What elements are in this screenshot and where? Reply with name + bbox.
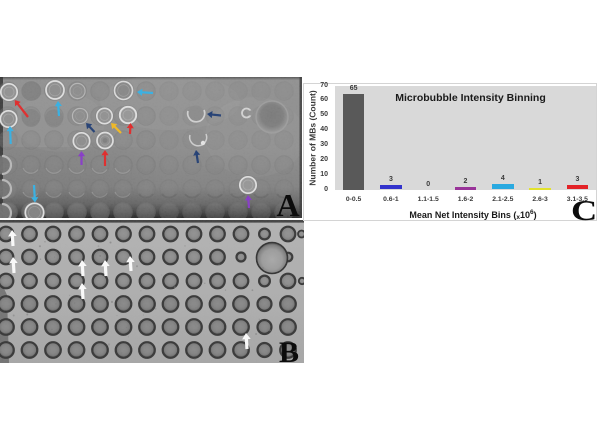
svg-text:B: B <box>279 336 299 363</box>
svg-text:A: A <box>276 187 299 218</box>
